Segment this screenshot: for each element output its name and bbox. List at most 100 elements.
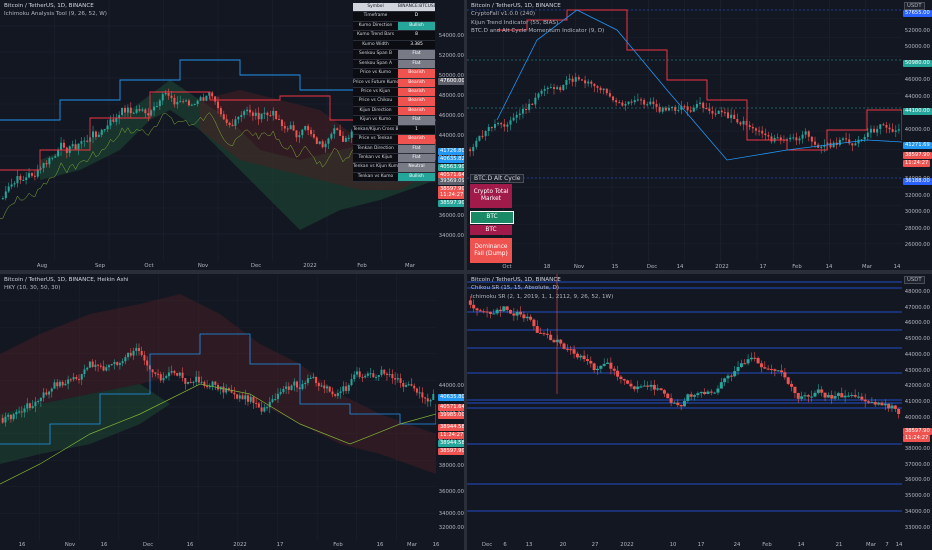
candle-body <box>885 124 888 128</box>
candle-body <box>366 373 369 376</box>
time-axis[interactable]: 16 Nov 16 Dec 16 2022 17 Feb 16 Mar 16 <box>0 540 440 550</box>
price-plot-support-resistance[interactable] <box>467 274 902 540</box>
table-key: Senkou Span A <box>353 59 398 69</box>
candle-body <box>48 391 51 395</box>
table-row: Tenkan vs Kijun Flat <box>353 154 435 164</box>
pane-divider-vertical[interactable] <box>464 0 467 550</box>
candle-body <box>306 378 309 383</box>
candle-body <box>759 363 763 368</box>
price-plot-heikin-ashi[interactable] <box>0 274 436 540</box>
candle-body <box>655 104 658 107</box>
candle-body <box>193 104 196 106</box>
table-value: Bearish <box>398 69 435 78</box>
candle-body <box>612 368 616 371</box>
candle-body <box>500 123 503 125</box>
time-axis-label: 14 <box>797 542 805 548</box>
candle-body <box>502 306 506 312</box>
kumo-cloud-bear <box>0 294 436 474</box>
price-plot-ichimoku[interactable] <box>0 0 436 260</box>
time-axis[interactable]: Aug Sep Oct Nov Dec 2022 Feb Mar <box>0 261 436 270</box>
candle-body <box>176 373 179 376</box>
candle-body <box>37 401 40 403</box>
price-axis-label: 46000.00 <box>438 113 464 119</box>
chart-pane-bottom-left[interactable]: Bitcoin / TetherUS, 1D, BINANCE, Heikin … <box>0 274 464 550</box>
candle-body <box>632 386 636 390</box>
symbol-title: Bitcoin / TetherUS, 1D, BINANCE <box>4 3 94 9</box>
candle-body <box>42 163 45 169</box>
candle-body <box>723 378 727 383</box>
candle-body <box>806 395 810 397</box>
candle-body <box>487 127 490 131</box>
candle-body <box>282 388 285 393</box>
candle-body <box>260 113 263 120</box>
candle-body <box>266 407 269 409</box>
candle-body <box>56 382 59 387</box>
time-axis-label: Nov <box>197 263 209 269</box>
price-axis-label: 36000.00 <box>438 213 464 219</box>
candle-body <box>97 364 100 366</box>
candle-body <box>873 128 876 133</box>
chart-pane-top-right[interactable]: Bitcoin / TetherUS, 1D, BINANCE CryptoFa… <box>467 0 932 270</box>
candle-body <box>383 369 386 374</box>
table-row: Senkou Span B Flat <box>353 50 435 60</box>
candle-body <box>475 140 478 147</box>
candle-body <box>758 130 761 132</box>
price-tag: 44100.00 <box>903 108 932 115</box>
candle-body <box>792 137 795 139</box>
price-axis[interactable]: USDT 48000.00 47000.00 46000.00 45000.00 440… <box>902 274 932 540</box>
candle-body <box>39 397 42 402</box>
price-axis-label: 41000.00 <box>904 398 930 405</box>
price-plot-kijun-trend[interactable] <box>467 0 902 262</box>
chart-pane-top-left[interactable]: Bitcoin / TetherUS, 1D, BINANCE Ichimoku… <box>0 0 464 270</box>
price-tag: 40635.80 <box>438 394 464 401</box>
candle-body <box>850 394 854 396</box>
price-axis[interactable]: 54000.00 52000.00 50000.00 48000.00 46000.00… <box>436 0 464 260</box>
candle-body <box>854 143 857 146</box>
table-row: Kumo Trend Bars 8 <box>353 31 435 41</box>
candle-body <box>515 311 519 316</box>
price-axis-label: 33000.00 <box>904 524 930 531</box>
table-row: Tenkan vs Kijun Kumo Neutral <box>353 163 435 173</box>
table-key: Kumo Trend Bars <box>353 31 398 40</box>
price-axis-label: 52000.00 <box>904 27 930 34</box>
candle-body <box>636 386 640 390</box>
chart-pane-bottom-right[interactable]: Bitcoin / TetherUS, 1D, BINANCE Chikou S… <box>467 274 932 550</box>
pane-divider-horizontal[interactable] <box>0 270 932 274</box>
candle-body <box>344 138 347 142</box>
candle-body <box>894 130 897 132</box>
price-axis-label: 36000.00 <box>438 489 464 495</box>
candle-body <box>184 377 187 384</box>
candle-body <box>537 93 540 98</box>
price-axis[interactable]: USDT 54000.0052000.0050000.0048000.00460… <box>902 0 932 262</box>
candle-body <box>182 101 185 103</box>
time-axis[interactable]: Dec 6 13 20 27 2022 10 17 24 Feb 14 21 Mar 7 14 <box>467 540 903 550</box>
indicator-label-1: CryptoFall v1.0.0 (240) <box>471 11 536 18</box>
candle-body <box>426 398 429 402</box>
candle-body <box>328 386 331 392</box>
candle-body <box>124 357 127 362</box>
table-key: Senkou Span B <box>353 50 398 59</box>
candle-body <box>83 140 86 142</box>
candle-body <box>241 395 244 400</box>
candle-body <box>469 149 472 152</box>
candle-body <box>228 122 231 126</box>
candle-body <box>155 106 158 108</box>
table-row: Price vs Tenkan Bearish <box>353 135 435 145</box>
candle-body <box>485 311 489 313</box>
candle-body <box>118 115 121 119</box>
table-key: Kumo Direction <box>353 21 398 31</box>
time-axis[interactable]: Oct 18 Nov 15 Dec 14 2022 17 Feb 14 Mar 14 <box>467 262 902 270</box>
candle-body <box>713 392 717 394</box>
candle-body <box>553 87 555 89</box>
candle-body <box>100 129 103 135</box>
candle-body <box>666 393 670 399</box>
price-tag: 39985.00 <box>438 412 464 419</box>
candle-body <box>876 128 879 133</box>
candle-body <box>74 144 77 150</box>
candle-body <box>233 392 236 395</box>
cycle-box: Crypto Total Market <box>470 184 512 208</box>
candle-body <box>179 101 182 103</box>
candle-body <box>888 127 891 130</box>
time-axis-label: Feb <box>762 542 772 548</box>
candle-body <box>162 378 165 381</box>
